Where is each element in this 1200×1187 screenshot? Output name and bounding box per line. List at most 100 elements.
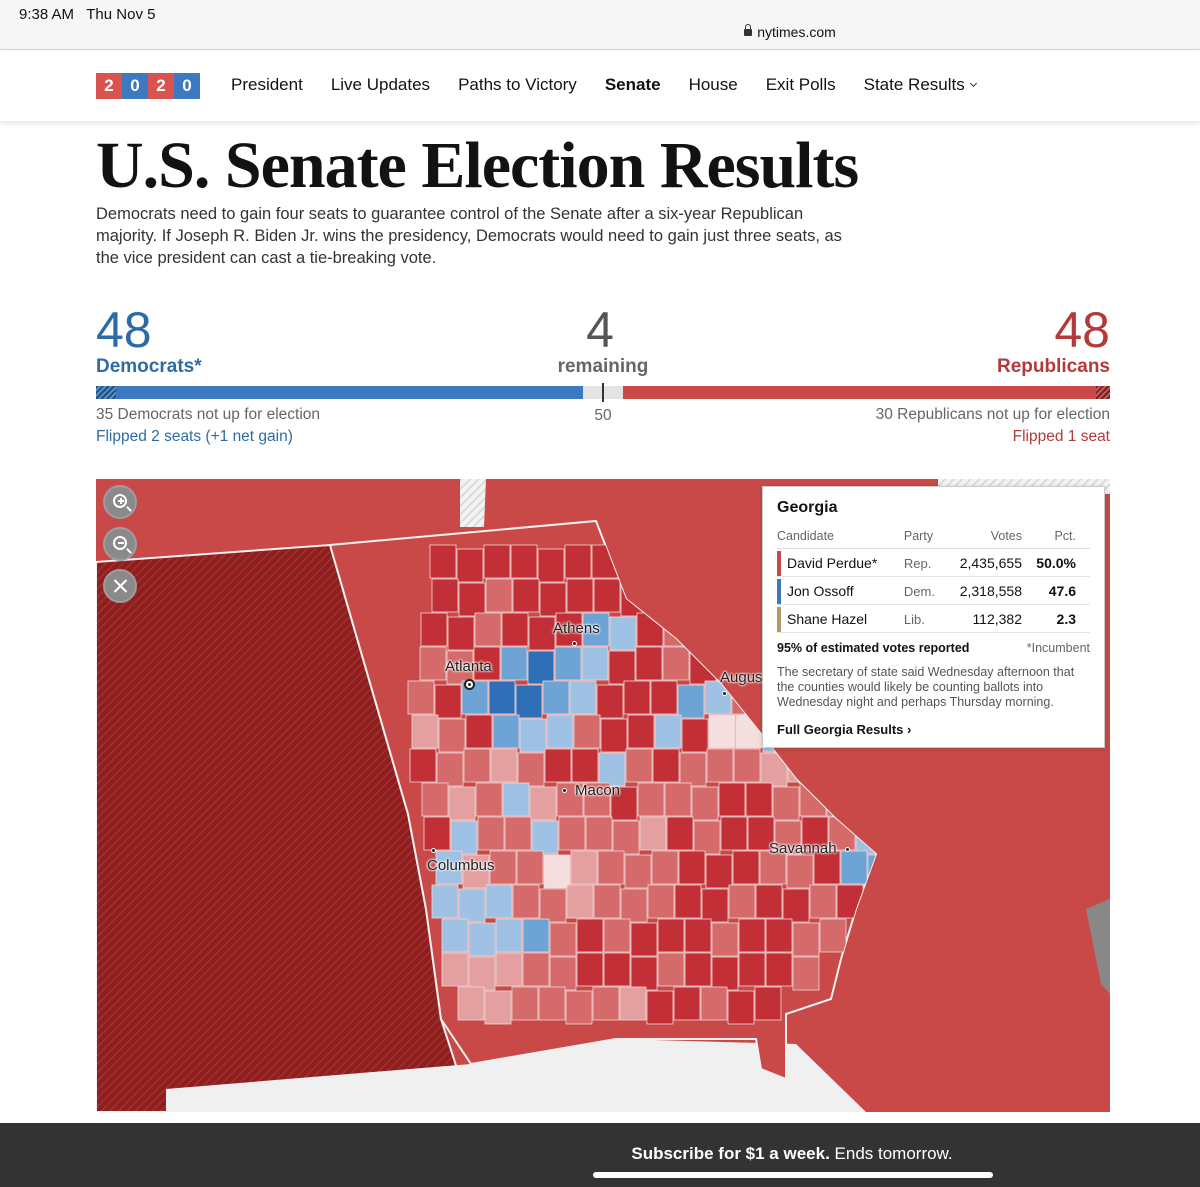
county[interactable] [489, 850, 517, 885]
county[interactable] [407, 680, 435, 715]
county[interactable] [705, 854, 733, 889]
county[interactable] [519, 718, 547, 753]
county[interactable] [772, 786, 800, 821]
county[interactable] [554, 646, 582, 681]
county[interactable] [457, 986, 485, 1021]
county[interactable] [585, 816, 613, 851]
county[interactable] [630, 922, 658, 957]
county[interactable] [612, 820, 640, 855]
county[interactable] [571, 748, 599, 783]
county[interactable] [650, 680, 678, 715]
county[interactable] [679, 752, 707, 787]
nav-item-exit-polls[interactable]: Exit Polls [765, 75, 836, 94]
county[interactable] [435, 850, 463, 885]
county[interactable] [635, 646, 663, 681]
county[interactable] [510, 544, 538, 579]
county[interactable] [419, 646, 447, 681]
county[interactable] [765, 952, 793, 987]
county[interactable] [490, 748, 518, 783]
county[interactable] [564, 544, 592, 579]
county[interactable] [782, 888, 810, 923]
county[interactable] [484, 990, 512, 1025]
county[interactable] [522, 952, 550, 987]
county[interactable] [700, 986, 728, 1021]
county[interactable] [596, 684, 624, 719]
county[interactable] [495, 918, 523, 953]
county[interactable] [755, 884, 783, 919]
county[interactable] [583, 782, 611, 817]
county[interactable] [678, 850, 706, 885]
address-bar[interactable]: nytimes.com [0, 24, 1200, 40]
subscribe-banner[interactable]: Subscribe for $1 a week. Ends tomorrow. [0, 1123, 1200, 1187]
county[interactable] [549, 922, 577, 957]
county[interactable] [461, 680, 489, 715]
county[interactable] [681, 718, 709, 753]
county[interactable] [492, 714, 520, 749]
county[interactable] [558, 816, 586, 851]
county[interactable] [488, 680, 516, 715]
county[interactable] [566, 578, 594, 613]
county[interactable] [684, 952, 712, 987]
county[interactable] [456, 548, 484, 583]
county[interactable] [565, 990, 593, 1025]
county[interactable] [747, 816, 775, 851]
county[interactable] [539, 888, 567, 923]
county[interactable] [501, 612, 529, 647]
county[interactable] [706, 748, 734, 783]
nav-item-senate[interactable]: Senate [604, 75, 661, 94]
county[interactable] [592, 986, 620, 1021]
county[interactable] [801, 816, 829, 851]
county[interactable] [441, 952, 469, 987]
county[interactable] [495, 952, 523, 987]
county[interactable] [458, 582, 486, 617]
county[interactable] [819, 918, 847, 953]
county[interactable] [627, 714, 655, 749]
county[interactable] [517, 752, 545, 787]
county[interactable] [786, 854, 814, 889]
county[interactable] [718, 782, 746, 817]
county[interactable] [569, 680, 597, 715]
county[interactable] [684, 918, 712, 953]
county[interactable] [651, 850, 679, 885]
county[interactable] [515, 684, 543, 719]
nav-item-state-results[interactable]: State Results [864, 75, 977, 95]
county[interactable] [647, 884, 675, 919]
county[interactable] [576, 952, 604, 987]
county[interactable] [581, 646, 609, 681]
county[interactable] [674, 884, 702, 919]
county[interactable] [733, 748, 761, 783]
county[interactable] [436, 752, 464, 787]
county[interactable] [448, 786, 476, 821]
county[interactable] [637, 782, 665, 817]
county[interactable] [483, 544, 511, 579]
county[interactable] [711, 956, 739, 991]
county[interactable] [522, 918, 550, 953]
county[interactable] [468, 956, 496, 991]
county[interactable] [570, 850, 598, 885]
county[interactable] [664, 782, 692, 817]
county[interactable] [538, 986, 566, 1021]
county[interactable] [720, 816, 748, 851]
county[interactable] [434, 684, 462, 719]
county[interactable] [610, 786, 638, 821]
county[interactable] [500, 646, 528, 681]
nav-item-president[interactable]: President [231, 75, 303, 94]
county[interactable] [438, 718, 466, 753]
county[interactable] [620, 888, 648, 923]
county[interactable] [465, 714, 493, 749]
county[interactable] [511, 986, 539, 1021]
county[interactable] [677, 684, 705, 719]
county[interactable] [701, 888, 729, 923]
county[interactable] [840, 850, 868, 885]
county[interactable] [527, 650, 555, 685]
full-results-link[interactable]: Full Georgia Results › [777, 722, 912, 737]
county[interactable] [566, 884, 594, 919]
county[interactable] [792, 922, 820, 957]
county[interactable] [666, 816, 694, 851]
county[interactable] [446, 650, 474, 685]
county[interactable] [593, 884, 621, 919]
county[interactable] [542, 680, 570, 715]
county[interactable] [431, 578, 459, 613]
county[interactable] [619, 986, 647, 1021]
county[interactable] [429, 544, 457, 579]
